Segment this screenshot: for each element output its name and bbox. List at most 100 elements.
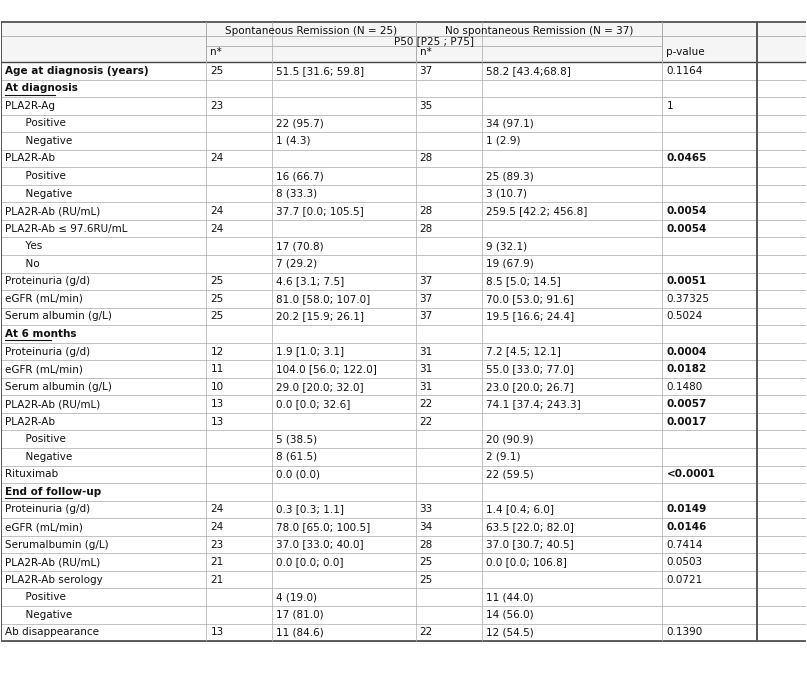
Text: At 6 months: At 6 months: [5, 329, 76, 339]
Text: 28: 28: [420, 153, 433, 164]
Text: 0.0 (0.0): 0.0 (0.0): [277, 469, 320, 480]
Text: 1.9 [1.0; 3.1]: 1.9 [1.0; 3.1]: [277, 346, 345, 357]
Text: 11: 11: [211, 364, 224, 374]
Text: 13: 13: [211, 399, 224, 409]
Text: 4.6 [3.1; 7.5]: 4.6 [3.1; 7.5]: [277, 276, 345, 286]
Text: Serum albumin (g/L): Serum albumin (g/L): [5, 312, 111, 321]
Text: <0.0001: <0.0001: [667, 469, 716, 480]
Text: 8 (33.3): 8 (33.3): [277, 189, 318, 198]
Text: 259.5 [42.2; 456.8]: 259.5 [42.2; 456.8]: [486, 206, 587, 216]
Text: Negative: Negative: [19, 452, 73, 462]
Text: 28: 28: [420, 206, 433, 216]
Text: 22 (95.7): 22 (95.7): [277, 118, 324, 129]
Text: 34 (97.1): 34 (97.1): [486, 118, 533, 129]
Text: Positive: Positive: [19, 592, 66, 603]
Text: 20.2 [15.9; 26.1]: 20.2 [15.9; 26.1]: [277, 312, 365, 321]
Text: 23.0 [20.0; 26.7]: 23.0 [20.0; 26.7]: [486, 381, 573, 392]
Text: 0.0004: 0.0004: [667, 346, 707, 357]
Text: 37: 37: [420, 66, 433, 76]
Text: 58.2 [43.4;68.8]: 58.2 [43.4;68.8]: [486, 66, 571, 76]
Text: 0.0149: 0.0149: [667, 504, 707, 515]
Text: Serumalbumin (g/L): Serumalbumin (g/L): [5, 540, 108, 549]
Text: 7 (29.2): 7 (29.2): [277, 258, 318, 269]
Text: 0.0503: 0.0503: [667, 557, 703, 567]
Text: 70.0 [53.0; 91.6]: 70.0 [53.0; 91.6]: [486, 294, 573, 304]
Text: 22: 22: [420, 627, 433, 637]
Text: Spontaneous Remission (N = 25): Spontaneous Remission (N = 25): [225, 26, 397, 36]
Text: 0.7414: 0.7414: [667, 540, 703, 549]
Text: 20 (90.9): 20 (90.9): [486, 434, 533, 444]
Text: 55.0 [33.0; 77.0]: 55.0 [33.0; 77.0]: [486, 364, 573, 374]
Text: PLA2R-Ab ≤ 97.6RU/mL: PLA2R-Ab ≤ 97.6RU/mL: [5, 224, 128, 234]
Text: 37: 37: [420, 276, 433, 286]
Text: 19 (67.9): 19 (67.9): [486, 258, 533, 269]
Text: 8.5 [5.0; 14.5]: 8.5 [5.0; 14.5]: [486, 276, 560, 286]
Text: 31: 31: [420, 364, 433, 374]
Text: 13: 13: [211, 417, 224, 427]
Text: 51.5 [31.6; 59.8]: 51.5 [31.6; 59.8]: [277, 66, 365, 76]
Text: 0.0 [0.0; 32.6]: 0.0 [0.0; 32.6]: [277, 399, 351, 409]
Text: 2 (9.1): 2 (9.1): [486, 452, 520, 462]
Text: 25: 25: [211, 294, 224, 304]
Text: 33: 33: [420, 504, 433, 515]
Text: 81.0 [58.0; 107.0]: 81.0 [58.0; 107.0]: [277, 294, 370, 304]
Text: At diagnosis: At diagnosis: [5, 84, 77, 93]
Text: Ab disappearance: Ab disappearance: [5, 627, 98, 637]
Text: 21: 21: [211, 557, 224, 567]
Text: 37.7 [0.0; 105.5]: 37.7 [0.0; 105.5]: [277, 206, 364, 216]
Text: 0.5024: 0.5024: [667, 312, 703, 321]
Text: No: No: [19, 258, 40, 269]
Text: 11 (44.0): 11 (44.0): [486, 592, 533, 603]
Text: n*: n*: [211, 47, 222, 57]
Text: PLA2R-Ab (RU/mL): PLA2R-Ab (RU/mL): [5, 399, 100, 409]
Text: 28: 28: [420, 224, 433, 234]
Text: 23: 23: [211, 540, 224, 549]
Text: PLA2R-Ag: PLA2R-Ag: [5, 101, 55, 111]
Text: 74.1 [37.4; 243.3]: 74.1 [37.4; 243.3]: [486, 399, 580, 409]
Text: 12: 12: [211, 346, 224, 357]
Text: 0.0182: 0.0182: [667, 364, 707, 374]
Text: 37: 37: [420, 312, 433, 321]
Text: 104.0 [56.0; 122.0]: 104.0 [56.0; 122.0]: [277, 364, 378, 374]
Text: 28: 28: [420, 540, 433, 549]
Text: 9 (32.1): 9 (32.1): [486, 241, 527, 252]
Text: 25: 25: [211, 312, 224, 321]
Text: 0.0051: 0.0051: [667, 276, 707, 286]
Text: 1: 1: [667, 101, 673, 111]
Text: 37: 37: [420, 294, 433, 304]
Text: End of follow-up: End of follow-up: [5, 487, 101, 497]
Text: 0.1164: 0.1164: [667, 66, 703, 76]
Text: PLA2R-Ab: PLA2R-Ab: [5, 153, 55, 164]
Text: 3 (10.7): 3 (10.7): [486, 189, 526, 198]
Text: 0.0721: 0.0721: [667, 575, 703, 585]
Text: n*: n*: [420, 47, 431, 57]
Text: 24: 24: [211, 522, 224, 532]
Text: 23: 23: [211, 101, 224, 111]
Text: 0.0465: 0.0465: [667, 153, 707, 164]
Text: Negative: Negative: [19, 136, 73, 146]
Text: 24: 24: [211, 206, 224, 216]
Text: 0.0054: 0.0054: [667, 206, 707, 216]
Text: 22: 22: [420, 417, 433, 427]
Text: Proteinuria (g/d): Proteinuria (g/d): [5, 276, 90, 286]
Text: 0.0146: 0.0146: [667, 522, 707, 532]
Text: 0.0 [0.0; 0.0]: 0.0 [0.0; 0.0]: [277, 557, 344, 567]
Text: No spontaneous Remission (N = 37): No spontaneous Remission (N = 37): [445, 26, 633, 36]
Text: 0.1390: 0.1390: [667, 627, 703, 637]
Text: eGFR (mL/min): eGFR (mL/min): [5, 522, 82, 532]
Text: eGFR (mL/min): eGFR (mL/min): [5, 294, 82, 304]
Text: 22: 22: [420, 399, 433, 409]
Text: 13: 13: [211, 627, 224, 637]
Text: 7.2 [4.5; 12.1]: 7.2 [4.5; 12.1]: [486, 346, 560, 357]
Text: Negative: Negative: [19, 609, 73, 620]
Text: 1.4 [0.4; 6.0]: 1.4 [0.4; 6.0]: [486, 504, 554, 515]
Text: 17 (81.0): 17 (81.0): [277, 609, 324, 620]
Text: 1 (4.3): 1 (4.3): [277, 136, 311, 146]
Text: 1 (2.9): 1 (2.9): [486, 136, 520, 146]
Text: 16 (66.7): 16 (66.7): [277, 171, 324, 181]
Text: 24: 24: [211, 224, 224, 234]
Text: 31: 31: [420, 346, 433, 357]
Text: Positive: Positive: [19, 118, 66, 129]
Text: Age at diagnosis (years): Age at diagnosis (years): [5, 66, 148, 76]
Text: 31: 31: [420, 381, 433, 392]
